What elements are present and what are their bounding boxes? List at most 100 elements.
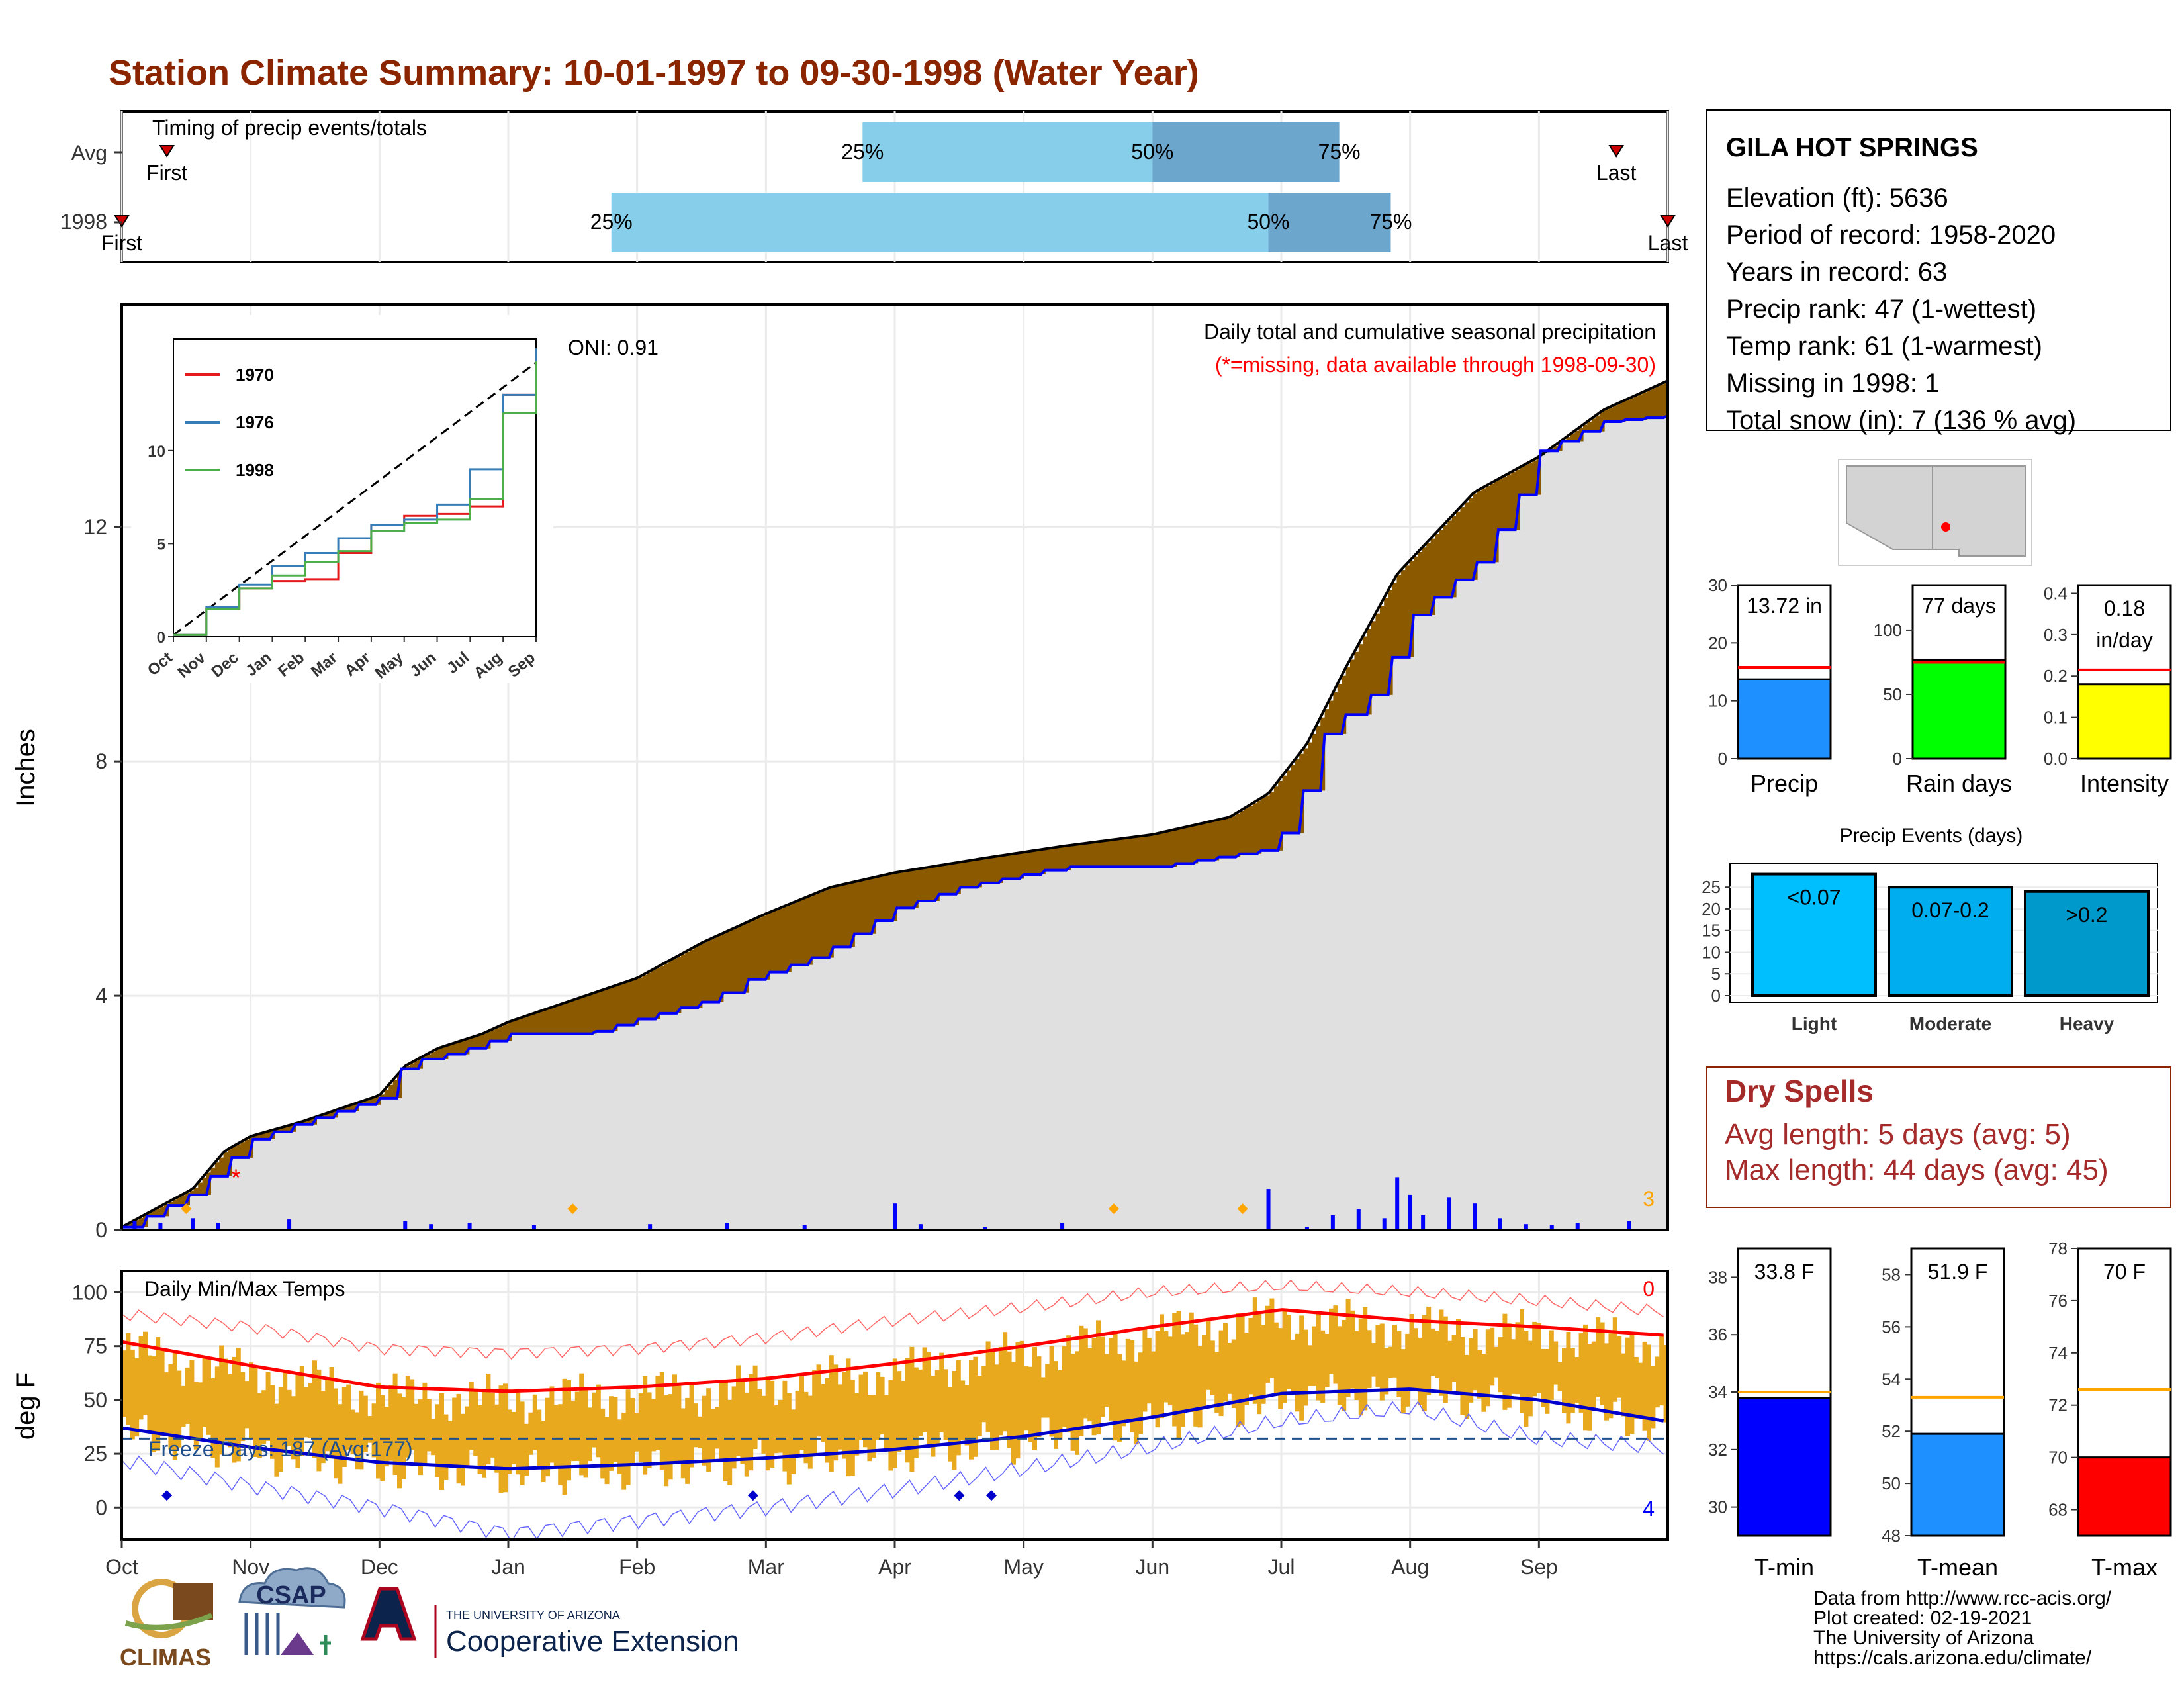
surplus-area-slice: [325, 1113, 330, 1118]
surplus-area-slice: [1045, 849, 1050, 870]
daily-temp-bar: [1287, 1315, 1291, 1389]
temp-summary-tick-label: 36: [1708, 1325, 1727, 1344]
temp-summary-tick-label: 38: [1708, 1267, 1727, 1287]
surplus-area-slice: [1146, 835, 1152, 867]
surplus-area-slice: [524, 1016, 529, 1034]
surplus-area-slice: [570, 1000, 576, 1034]
daily-temp-bar: [304, 1387, 309, 1438]
daily-temp-bar: [880, 1376, 885, 1435]
daily-temp-bar: [922, 1347, 927, 1433]
inset-y-tick-label: 0: [157, 629, 165, 647]
daily-temp-bar: [1520, 1309, 1524, 1413]
daily-temp-bar: [837, 1384, 842, 1450]
surplus-area-slice: [736, 927, 741, 993]
surplus-area-slice: [647, 972, 652, 1019]
surplus-area-slice: [193, 1188, 199, 1195]
mini-bar-label: Precip: [1751, 770, 1818, 797]
events-title: Precip Events (days): [1840, 825, 2023, 847]
daily-temp-bar: [545, 1397, 550, 1477]
daily-temp-bar: [1236, 1313, 1241, 1427]
daily-temp-bar: [655, 1376, 660, 1450]
daily-temp-bar: [1261, 1325, 1266, 1404]
climas-swoosh-icon: [124, 1613, 213, 1630]
temp-summary-bar: [1910, 1432, 2005, 1537]
surplus-area-slice: [177, 1197, 182, 1206]
surplus-area-slice: [715, 937, 719, 1002]
daily-temp-bar: [1396, 1331, 1402, 1397]
daily-temp-bar: [270, 1385, 275, 1459]
surplus-area-slice: [240, 1142, 246, 1158]
mini-bar-value: [2077, 683, 2172, 760]
daily-temp-bar: [1422, 1315, 1427, 1412]
surplus-area-slice: [1036, 850, 1042, 875]
surplus-area-slice: [897, 872, 902, 908]
surplus-area-slice: [1617, 403, 1622, 422]
daily-temp-bar: [1460, 1336, 1465, 1416]
daily-temp-bar: [1490, 1327, 1495, 1386]
daily-temp-bar: [422, 1382, 428, 1467]
daily-temp-bar: [1345, 1299, 1351, 1397]
daily-temp-bar: [1604, 1343, 1609, 1421]
surplus-area-slice: [761, 915, 766, 980]
daily-temp-bar: [973, 1356, 978, 1457]
daily-temp-bar: [443, 1414, 449, 1480]
daily-temp-bar: [994, 1364, 999, 1450]
daily-temp-bar: [410, 1379, 415, 1450]
timing-row-1998: 1998: [60, 210, 107, 234]
daily-temp-bar: [1506, 1323, 1512, 1408]
events-bar: [1888, 886, 2013, 998]
daily-temp-bar: [807, 1395, 813, 1469]
daily-precip-bar: [158, 1223, 163, 1230]
surplus-area-slice: [1371, 621, 1376, 695]
month-tick-label: Apr: [878, 1555, 911, 1579]
surplus-area-slice: [1553, 446, 1559, 451]
timing-quartile-label: 75%: [1369, 210, 1412, 234]
surplus-area-slice: [1388, 590, 1393, 695]
surplus-area-slice: [350, 1105, 355, 1111]
surplus-area-slice: [888, 874, 893, 921]
inset-legend-label: 1976: [236, 412, 274, 432]
daily-temp-bar: [1210, 1340, 1215, 1395]
daily-temp-bar: [1329, 1308, 1334, 1374]
daily-temp-bar: [829, 1355, 834, 1472]
surplus-area-slice: [1003, 855, 1008, 879]
missing-data-marker: *: [231, 1164, 240, 1192]
daily-temp-bar: [1524, 1331, 1529, 1427]
temp-summary-tick-label: 72: [2048, 1395, 2068, 1415]
mini-bar-label: Rain days: [1906, 770, 2012, 797]
dry-spells-max: Max length: 44 days (avg: 45): [1725, 1154, 2109, 1186]
surplus-area-slice: [710, 939, 715, 1002]
daily-temp-bar: [253, 1366, 258, 1457]
ua-block-a-icon: [360, 1587, 417, 1641]
daily-temp-bar: [1608, 1333, 1614, 1419]
daily-precip-bar: [1549, 1225, 1554, 1230]
mini-bar-value-text: 13.72 in: [1747, 594, 1822, 618]
daily-temp-bar: [1570, 1348, 1575, 1413]
surplus-area-slice: [469, 1038, 474, 1049]
surplus-area-slice: [1481, 488, 1486, 563]
daily-precip-bar: [531, 1225, 536, 1230]
surplus-area-slice: [884, 874, 889, 921]
surplus-area-slice: [643, 974, 648, 1019]
daily-temp-bar: [202, 1358, 207, 1427]
daily-temp-bar: [159, 1348, 165, 1436]
credit-plot-created: Plot created: 02-19-2021: [1813, 1607, 2032, 1629]
surplus-area-slice: [1172, 829, 1177, 867]
events-y-tick-label: 20: [1702, 899, 1721, 919]
daily-temp-bar: [392, 1373, 398, 1476]
daily-temp-bar: [1625, 1337, 1630, 1436]
daily-temp-bar: [1087, 1348, 1093, 1422]
surplus-area-slice: [1608, 407, 1614, 422]
mini-bar-tick-label: 10: [1708, 691, 1727, 711]
surplus-area-slice: [634, 978, 639, 1025]
daily-temp-bar: [1566, 1332, 1571, 1424]
daily-temp-bar: [367, 1416, 373, 1443]
temp-y-ticks: 0 25 50 75 100: [72, 1280, 122, 1519]
timing-label: Timing of precip events/totals: [152, 116, 427, 140]
surplus-area-slice: [905, 870, 910, 908]
daily-temp-bar: [1113, 1330, 1118, 1441]
daily-temp-bar: [842, 1372, 846, 1459]
daily-temp-bar: [236, 1348, 241, 1462]
daily-temp-bar: [452, 1397, 457, 1468]
surplus-area-slice: [765, 914, 770, 980]
